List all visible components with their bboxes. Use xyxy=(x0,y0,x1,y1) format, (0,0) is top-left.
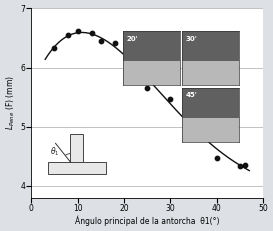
Text: 20': 20' xyxy=(126,36,138,42)
Point xyxy=(75,29,80,33)
Text: 45': 45' xyxy=(186,92,197,98)
Bar xyxy=(182,61,239,85)
Point xyxy=(168,97,173,101)
Point xyxy=(66,33,70,37)
Text: 30': 30' xyxy=(186,36,197,42)
Bar xyxy=(48,162,106,174)
Bar xyxy=(182,31,239,61)
Text: $\theta_1$: $\theta_1$ xyxy=(50,145,60,158)
X-axis label: Ángulo principal de la antorcha  θ1(°): Ángulo principal de la antorcha θ1(°) xyxy=(75,216,219,226)
Point xyxy=(242,163,247,167)
Point xyxy=(238,164,242,168)
Point xyxy=(112,41,117,45)
Y-axis label: $L_{Pene}$ (F) (mm): $L_{Pene}$ (F) (mm) xyxy=(5,76,17,131)
Point xyxy=(191,118,196,122)
Point xyxy=(99,39,103,43)
Point xyxy=(52,46,57,50)
Bar xyxy=(123,31,180,61)
Point xyxy=(145,86,149,90)
Bar xyxy=(123,61,180,85)
Point xyxy=(215,156,219,160)
Bar xyxy=(70,134,83,162)
Bar xyxy=(182,88,239,118)
Point xyxy=(89,31,94,35)
Bar xyxy=(182,118,239,142)
